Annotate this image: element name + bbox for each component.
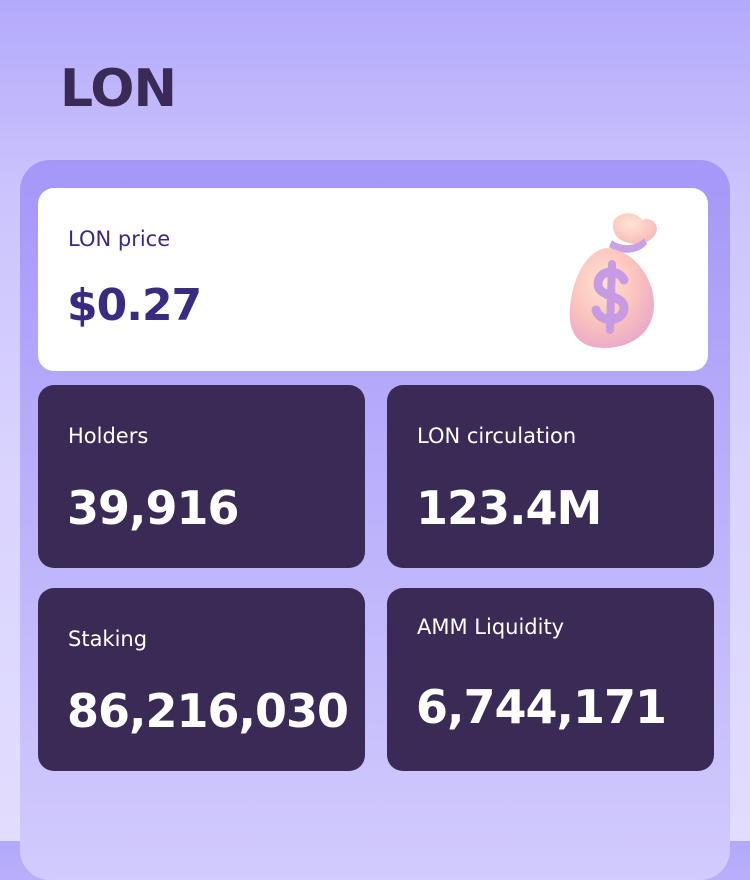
stat-label: AMM Liquidity xyxy=(417,615,565,639)
stat-value: 6,744,171 xyxy=(416,680,667,734)
price-label: LON price xyxy=(68,227,171,251)
price-card: LON price $0.27 xyxy=(38,188,708,371)
stat-card-lon-circulation: LON circulation 123.4M xyxy=(387,385,714,568)
stat-card-holders: Holders 39,916 xyxy=(38,385,365,568)
stat-value: 86,216,030 xyxy=(67,684,349,738)
stat-value: 39,916 xyxy=(67,481,240,535)
price-value: $0.27 xyxy=(67,280,202,331)
page-title: LON xyxy=(60,59,177,119)
stat-value: 123.4M xyxy=(416,481,602,535)
stat-label: Staking xyxy=(68,627,148,651)
stat-label: Holders xyxy=(68,424,149,448)
stat-card-amm-liquidity: AMM Liquidity 6,744,171 xyxy=(387,588,714,771)
money-bag-icon xyxy=(569,213,657,348)
stat-card-staking: Staking 86,216,030 xyxy=(38,588,365,771)
stat-label: LON circulation xyxy=(417,424,577,448)
